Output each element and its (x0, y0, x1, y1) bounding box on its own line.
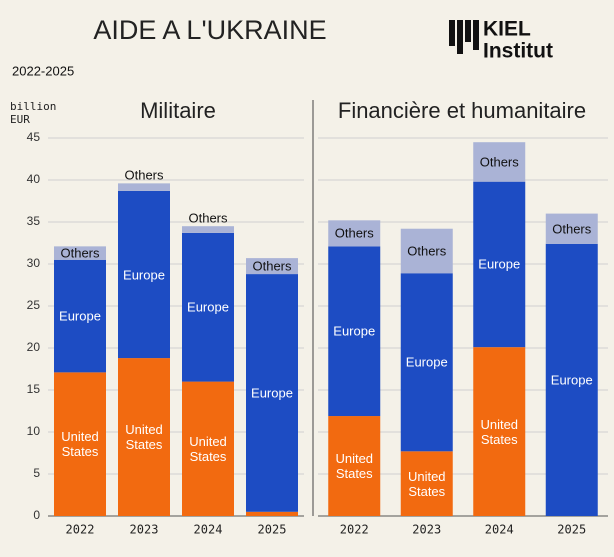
y-tick-label: 5 (33, 466, 40, 480)
segment-label: United States (125, 422, 163, 453)
segment-label: United States (189, 433, 227, 464)
segment-label: Europe (123, 267, 165, 282)
subtitle: 2022-2025 (12, 63, 74, 78)
segment-label: Europe (405, 354, 448, 370)
segment-label: Others (552, 221, 592, 237)
x-tick-label: 2025 (258, 523, 287, 537)
x-tick-label: 2025 (557, 523, 586, 537)
x-tick-label: 2023 (412, 523, 441, 537)
logo-text: Institut (483, 40, 553, 63)
segment-label: United States (61, 429, 99, 460)
bar-segment (473, 347, 526, 516)
x-tick-label: 2023 (130, 523, 159, 537)
bar-segment (246, 258, 298, 275)
segment-label: Europe (333, 323, 376, 339)
segment-label: Others (60, 245, 100, 261)
y-tick-label: 25 (27, 298, 41, 312)
y-tick-label: 30 (27, 256, 41, 270)
segment-label: Others (407, 243, 447, 259)
y-tick-label: 20 (27, 340, 41, 354)
x-tick-label: 2022 (340, 523, 369, 537)
bar-segment (246, 511, 298, 516)
segment-label: Others (252, 258, 292, 274)
panel-title: Financière et humanitaire (338, 98, 586, 123)
bar-segment (54, 372, 106, 516)
segment-label: Europe (251, 385, 293, 401)
segment-label: Europe (478, 256, 521, 272)
segment-label: Others (124, 167, 164, 183)
bar-segment (246, 274, 298, 512)
logo: KIEL Institut (449, 18, 553, 63)
x-tick-label: 2024 (485, 523, 514, 537)
bar-segment (328, 220, 381, 247)
segment-label: United States (335, 451, 374, 482)
y-tick-label: 0 (33, 508, 40, 522)
segment-label: Others (334, 225, 374, 241)
bar-segment (328, 246, 381, 417)
segment-label: Europe (59, 308, 101, 324)
segment-label: United States (407, 468, 446, 499)
bar-segment (54, 259, 106, 373)
bar-segment (182, 232, 234, 382)
segment-label: Europe (187, 299, 229, 315)
bar-segment (473, 142, 526, 182)
segment-label: United States (480, 416, 519, 447)
y-tick-label: 10 (27, 424, 41, 438)
bar-segment (118, 183, 170, 191)
y-tick-label: 40 (27, 172, 41, 186)
segment-label: Europe (550, 372, 593, 388)
y-tick-label: 35 (27, 214, 41, 228)
segment-label: Others (188, 210, 228, 226)
panel-title: Militaire (140, 98, 216, 123)
bar-segment (545, 243, 598, 516)
bar-segment (400, 273, 453, 452)
bar-segment (400, 228, 453, 274)
segment-label: Others (479, 154, 519, 170)
x-tick-label: 2024 (194, 523, 223, 537)
bar-segment (118, 358, 170, 516)
bar-segment (328, 416, 381, 516)
bar-segment (118, 190, 170, 359)
y-axis-label: billion EUR (10, 100, 57, 126)
bar-segment (545, 213, 598, 244)
bar-segment (400, 451, 453, 516)
title: AIDE A L'UKRAINE (93, 15, 326, 45)
bar-segment (54, 246, 106, 260)
logo-text: KIEL (483, 18, 531, 41)
y-tick-label: 45 (27, 130, 41, 144)
bar-segment (182, 226, 234, 233)
x-tick-label: 2022 (66, 523, 95, 537)
bar-segment (182, 381, 234, 516)
bar-segment (473, 181, 526, 348)
y-tick-label: 15 (27, 382, 41, 396)
